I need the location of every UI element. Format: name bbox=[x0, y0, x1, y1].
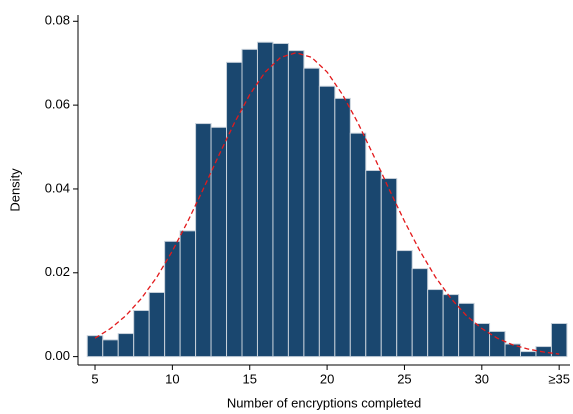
x-tick-label: 20 bbox=[320, 371, 334, 386]
y-tick-label: 0.06 bbox=[45, 97, 70, 112]
y-tick-label: 0.02 bbox=[45, 264, 70, 279]
x-tick-label: ≥35 bbox=[548, 371, 570, 386]
bar bbox=[303, 67, 320, 358]
bar bbox=[349, 132, 367, 358]
bar bbox=[519, 351, 537, 358]
bar bbox=[272, 43, 289, 358]
bar bbox=[256, 41, 274, 358]
x-axis-label: Number of encryptions completed bbox=[227, 395, 421, 410]
x-tick-label: 15 bbox=[243, 371, 257, 386]
bar bbox=[411, 268, 429, 358]
bar bbox=[396, 250, 413, 358]
y-axis-label: Density bbox=[7, 168, 22, 212]
y-tick-label: 0.00 bbox=[45, 348, 70, 363]
bar bbox=[458, 302, 475, 358]
bar bbox=[148, 291, 166, 358]
bar bbox=[550, 323, 568, 358]
bar bbox=[86, 335, 104, 358]
bar bbox=[287, 50, 305, 358]
x-tick-label: 25 bbox=[397, 371, 411, 386]
bar bbox=[179, 230, 197, 358]
bar bbox=[504, 343, 521, 358]
x-tick-label: 30 bbox=[475, 371, 489, 386]
density-curve bbox=[94, 52, 560, 355]
y-tick-label: 0.04 bbox=[45, 180, 70, 195]
x-tick-label: 5 bbox=[91, 371, 98, 386]
bar bbox=[226, 61, 243, 358]
bar bbox=[442, 294, 460, 358]
bar bbox=[164, 240, 181, 358]
bar bbox=[318, 85, 336, 358]
bar bbox=[334, 97, 351, 358]
y-tick-label: 0.08 bbox=[45, 13, 70, 28]
bar bbox=[102, 339, 119, 358]
x-tick-label: 10 bbox=[165, 371, 179, 386]
bar bbox=[210, 126, 228, 358]
bar bbox=[117, 333, 135, 358]
bar bbox=[133, 310, 150, 358]
bar bbox=[380, 177, 398, 358]
bar bbox=[427, 289, 444, 358]
bar bbox=[365, 170, 382, 358]
bar bbox=[195, 123, 212, 358]
